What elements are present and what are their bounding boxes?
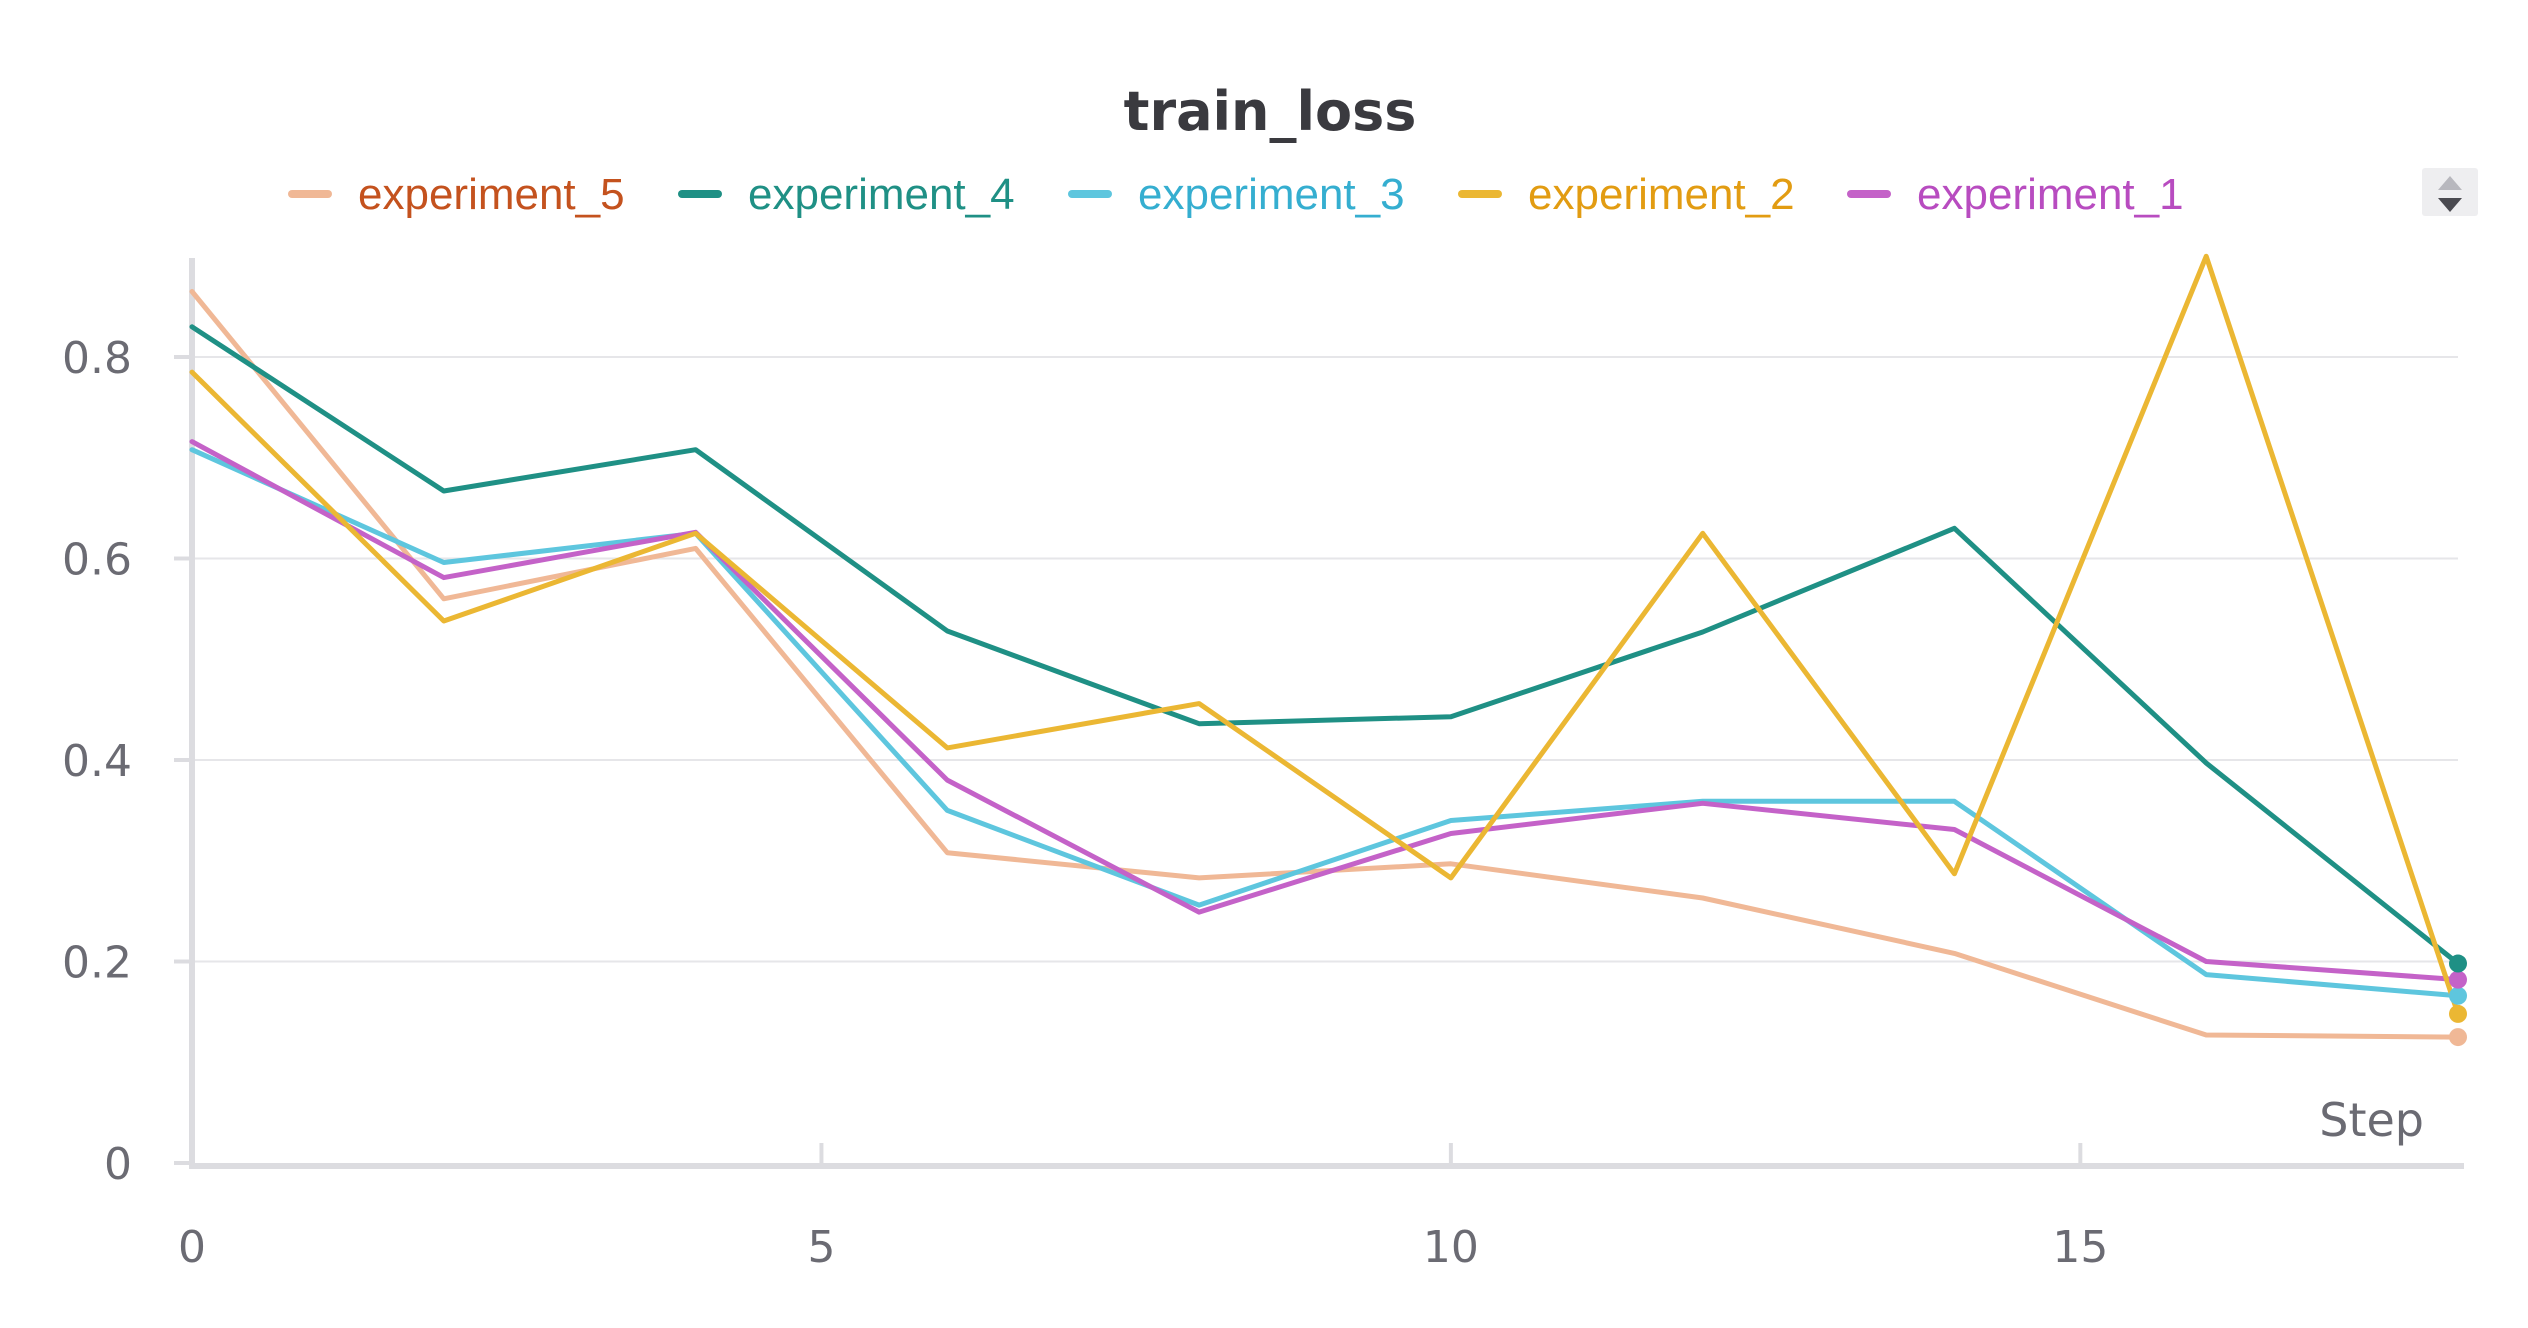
- series-lines: [189, 253, 2461, 1040]
- y-tick-label: 0.6: [62, 535, 132, 586]
- x-tick-label: 5: [807, 1222, 835, 1273]
- series-line-experiment_3: [189, 447, 2461, 999]
- series-line-experiment_2: [189, 253, 2461, 1017]
- legend-label: experiment_3: [1138, 170, 1405, 219]
- endpoint-experiment_2: [2449, 1004, 2467, 1023]
- series-endpoints: [2449, 954, 2467, 1047]
- y-axis: 0 0.2 0.4 0.6 0.8: [62, 258, 195, 1190]
- legend-label: experiment_4: [748, 170, 1015, 219]
- legend-scroll-control[interactable]: [2422, 168, 2478, 216]
- x-tick-label: 10: [1423, 1222, 1479, 1273]
- legend-item-experiment_3[interactable]: experiment_3: [1068, 170, 1405, 219]
- legend-label: experiment_2: [1528, 170, 1795, 219]
- x-axis-label: Step: [2319, 1093, 2424, 1147]
- y-tick-label: 0.8: [62, 333, 132, 384]
- x-axis: 0 5 10 15: [178, 1143, 2464, 1273]
- endpoint-experiment_5: [2449, 1028, 2467, 1047]
- x-tick-label: 15: [2052, 1222, 2108, 1273]
- endpoint-experiment_1: [2449, 970, 2467, 989]
- legend-item-experiment_1[interactable]: experiment_1: [1847, 170, 2184, 219]
- chart-title: train_loss: [1124, 80, 1417, 143]
- y-tick-label: 0.4: [62, 736, 132, 787]
- y-tick-label: 0: [104, 1139, 132, 1190]
- x-tick-label: 0: [178, 1222, 206, 1273]
- endpoint-experiment_4: [2449, 954, 2467, 973]
- series-line-experiment_1: [189, 439, 2461, 983]
- series-line-experiment_5: [189, 289, 2461, 1040]
- y-tick-label: 0.2: [62, 938, 132, 989]
- endpoint-experiment_3: [2449, 986, 2467, 1005]
- triangle-down-icon[interactable]: [2438, 198, 2462, 212]
- series-line-experiment_4: [189, 324, 2461, 966]
- legend-item-experiment_2[interactable]: experiment_2: [1458, 170, 1795, 219]
- legend-label: experiment_1: [1917, 170, 2184, 219]
- triangle-up-icon[interactable]: [2438, 176, 2462, 190]
- legend-item-experiment_4[interactable]: experiment_4: [678, 170, 1015, 219]
- legend: experiment_5 experiment_4 experiment_3 expe…: [288, 170, 2184, 219]
- legend-label: experiment_5: [358, 170, 625, 219]
- legend-item-experiment_5[interactable]: experiment_5: [288, 170, 625, 219]
